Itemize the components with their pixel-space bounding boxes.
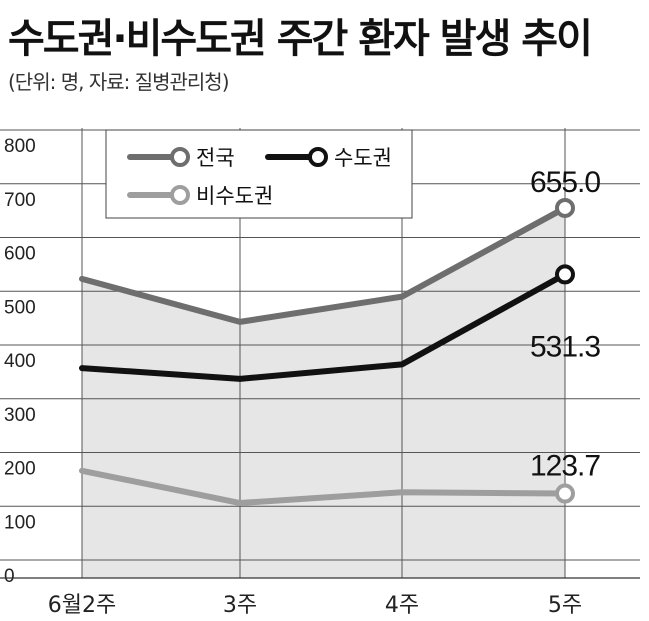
data-label-0: 655.0 — [530, 166, 600, 199]
legend-label-0: 전국 — [196, 146, 235, 170]
legend-swatch-marker-1 — [308, 147, 328, 167]
chart-subtitle: (단위: 명, 자료: 질병관리청) — [8, 70, 230, 94]
chart-title: 수도권·비수도권 주간 환자 발생 추이 — [8, 16, 593, 62]
y-tick-label-500: 500 — [4, 297, 36, 318]
y-tick-label-0: 0 — [4, 566, 15, 587]
x-tick-label-3: 5주 — [548, 593, 582, 618]
series-1-end-marker — [555, 264, 575, 285]
x-tick-label-2: 4주 — [385, 593, 419, 618]
area-fill-national — [82, 207, 565, 578]
y-tick-label-300: 300 — [4, 405, 36, 426]
series-2-end-marker — [555, 483, 575, 504]
y-tick-label-200: 200 — [4, 459, 36, 480]
series-line-1 — [79, 271, 568, 382]
y-tick-label-800: 800 — [4, 136, 36, 157]
data-label-2: 123.7 — [530, 450, 600, 483]
series-line-0 — [79, 204, 568, 325]
legend-swatch-marker-2 — [170, 185, 190, 205]
y-tick-label-400: 400 — [4, 351, 36, 372]
legend-label-1: 수도권 — [334, 146, 392, 170]
data-label-1: 531.3 — [530, 330, 600, 363]
y-tick-label-700: 700 — [4, 190, 36, 211]
legend-label-2: 비수도권 — [196, 184, 273, 208]
x-tick-label-0: 6월2주 — [48, 593, 116, 618]
series-line-2 — [79, 467, 568, 507]
x-tick-label-1: 3주 — [223, 593, 257, 618]
y-tick-label-600: 600 — [4, 244, 36, 265]
legend-box — [105, 129, 413, 219]
y-tick-label-100: 100 — [4, 512, 36, 533]
series-0-end-marker — [555, 197, 575, 218]
legend-swatch-marker-0 — [170, 147, 190, 167]
